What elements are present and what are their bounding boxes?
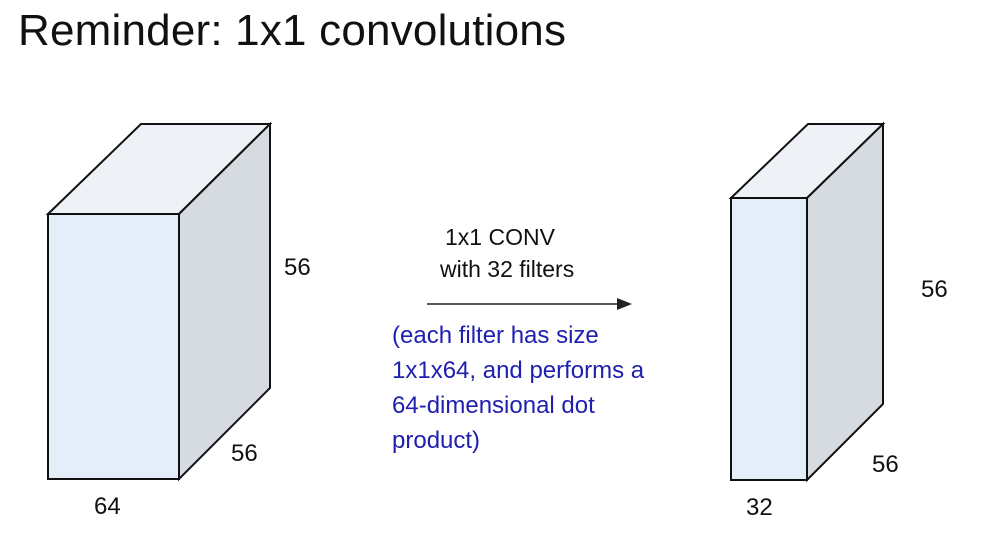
input-width-label: 56 (231, 440, 258, 467)
filter-note-line: 64-dimensional dot (392, 392, 595, 419)
output-height-label: 56 (921, 276, 948, 303)
input-volume-front-face (47, 213, 180, 480)
filter-note: (each filter has size 1x1x64, and perfor… (392, 318, 722, 458)
output-width-label: 56 (872, 451, 899, 478)
slide-title: Reminder: 1x1 convolutions (18, 6, 567, 55)
conv-arrow (427, 298, 632, 310)
filter-note-line: product) (392, 427, 481, 454)
filter-note-line: 1x1x64, and performs a (392, 357, 645, 384)
operation-line-1: 1x1 CONV (445, 224, 555, 250)
input-volume (45, 121, 273, 482)
conv-arrow-head (617, 298, 632, 310)
output-depth-label: 32 (746, 494, 773, 521)
input-depth-label: 64 (94, 493, 121, 520)
output-volume (728, 121, 886, 483)
filter-note-line: (each filter has size (392, 322, 599, 349)
input-height-label: 56 (284, 254, 311, 281)
operation-line-2: with 32 filters (440, 256, 575, 282)
output-volume-front-face (730, 197, 808, 481)
